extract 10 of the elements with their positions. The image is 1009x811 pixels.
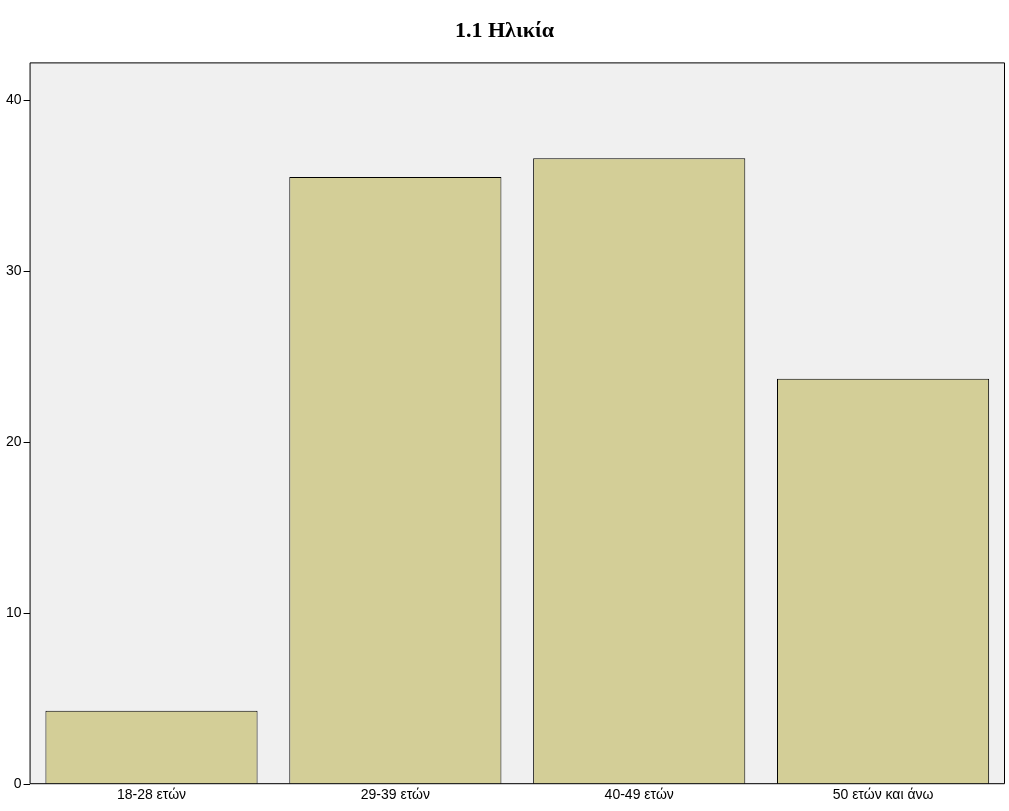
y-tick-label: 40	[5, 90, 22, 107]
x-tick-label: 50 ετών και άνω	[832, 786, 934, 803]
chart-title: 1.1 Ηλικία	[454, 16, 555, 42]
y-tick-label: 30	[5, 261, 22, 278]
x-tick-label: 40-49 ετών	[604, 786, 674, 803]
y-tick-label: 20	[5, 432, 22, 449]
y-tick-label: 10	[5, 604, 22, 621]
x-tick-label: 29-39 ετών	[360, 786, 430, 803]
y-tick-label: 0	[13, 775, 22, 792]
x-tick-label: 18-28 ετών	[116, 786, 187, 803]
